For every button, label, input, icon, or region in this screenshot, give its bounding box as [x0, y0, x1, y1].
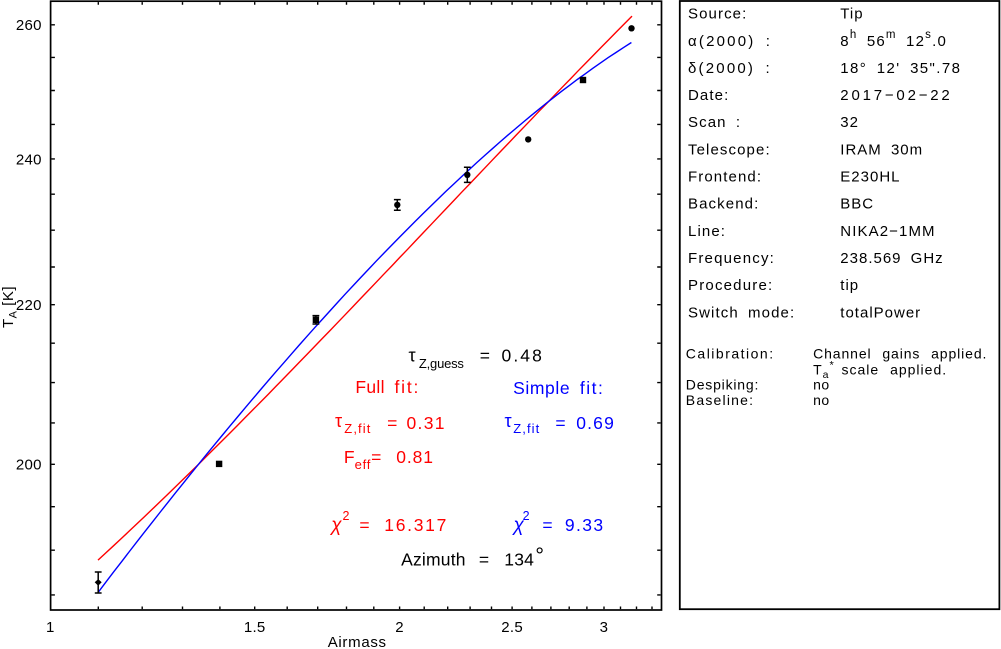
svg-text:totalPower: totalPower	[840, 304, 921, 321]
svg-text:χ: χ	[512, 515, 525, 536]
svg-text:Switch mode:: Switch mode:	[688, 304, 795, 321]
svg-text:no: no	[813, 377, 830, 393]
svg-text:2017−02−22: 2017−02−22	[840, 87, 952, 104]
svg-text:Z,fit: Z,fit	[344, 421, 371, 436]
svg-text:=: =	[480, 346, 490, 366]
svg-text:Despiking:: Despiking:	[686, 377, 759, 393]
svg-text:Procedure:: Procedure:	[688, 277, 773, 294]
svg-text:2: 2	[395, 619, 404, 636]
svg-text:Calibration:: Calibration:	[686, 345, 775, 361]
svg-text:9.33: 9.33	[565, 515, 605, 535]
svg-text:220: 220	[16, 297, 42, 314]
svg-text:16.317: 16.317	[384, 515, 448, 535]
svg-text:Airmass: Airmass	[328, 634, 387, 649]
svg-text:NIKA2−1MM: NIKA2−1MM	[840, 223, 935, 240]
svg-text:134: 134	[504, 549, 534, 569]
svg-text:Date:: Date:	[688, 87, 729, 104]
svg-text:Z,fit: Z,fit	[513, 421, 540, 436]
svg-text:eff: eff	[355, 457, 372, 472]
svg-text:260: 260	[16, 17, 42, 34]
svg-text:Azimuth: Azimuth	[401, 549, 466, 569]
svg-text:Simple: Simple	[513, 378, 570, 398]
svg-text:α(2000) :: α(2000) :	[688, 33, 772, 50]
svg-text:=: =	[555, 413, 565, 433]
svg-text:1.5: 1.5	[244, 619, 266, 636]
svg-text:2: 2	[523, 509, 530, 523]
svg-text:τ: τ	[335, 411, 342, 431]
svg-text:Telescope:: Telescope:	[688, 141, 771, 158]
svg-text:Frequency:: Frequency:	[688, 250, 775, 267]
svg-text:Scan :: Scan :	[688, 114, 741, 131]
svg-text:Channel gains applied.: Channel gains applied.	[813, 345, 987, 361]
svg-text:TA [K]: TA [K]	[0, 286, 19, 328]
svg-text:238.569 GHz: 238.569 GHz	[840, 250, 943, 267]
svg-text:200: 200	[16, 457, 42, 474]
svg-text:2: 2	[343, 509, 350, 523]
svg-text:δ(2000) :: δ(2000) :	[688, 60, 772, 77]
svg-text:tip: tip	[840, 277, 859, 294]
svg-text:0.48: 0.48	[502, 346, 544, 366]
svg-text:Z,guess: Z,guess	[419, 356, 465, 371]
svg-text:no: no	[813, 392, 830, 408]
svg-text:3: 3	[600, 619, 609, 636]
svg-text:0.31: 0.31	[407, 413, 446, 433]
svg-text:τ: τ	[505, 411, 512, 431]
svg-text:=: =	[542, 515, 552, 535]
svg-text:fit:: fit:	[580, 378, 604, 398]
svg-text:fit:: fit:	[395, 377, 421, 397]
svg-text:Frontend:: Frontend:	[688, 169, 762, 186]
svg-text:E230HL: E230HL	[840, 169, 900, 186]
svg-text:Backend:: Backend:	[688, 196, 759, 213]
svg-text:Line:: Line:	[688, 223, 726, 240]
svg-text:18° 12' 35".78: 18° 12' 35".78	[840, 60, 961, 77]
svg-text:=: =	[359, 515, 369, 535]
svg-text:1: 1	[46, 619, 55, 636]
svg-text:0.81: 0.81	[396, 447, 434, 467]
svg-text:F: F	[344, 447, 355, 467]
svg-text:=: =	[371, 447, 381, 467]
svg-text:Ta*scale applied.: Ta* scale applied.	[813, 360, 947, 382]
svg-text:τ: τ	[409, 346, 416, 366]
svg-text:BBC: BBC	[840, 196, 874, 213]
svg-text:8h 56m 12s.0: 8h 56m 12s.0	[840, 29, 947, 50]
svg-text:0.69: 0.69	[576, 413, 615, 433]
svg-text:240: 240	[16, 151, 42, 168]
svg-text:32: 32	[840, 114, 859, 131]
svg-text:Full: Full	[355, 377, 384, 397]
svg-text:=: =	[387, 413, 397, 433]
svg-text:°: °	[535, 543, 544, 568]
svg-text:IRAM 30m: IRAM 30m	[840, 141, 923, 158]
svg-text:Source:: Source:	[688, 6, 747, 23]
svg-text:=: =	[479, 549, 489, 569]
svg-text:χ: χ	[329, 515, 342, 536]
svg-text:2.5: 2.5	[501, 619, 523, 636]
svg-text:Tip: Tip	[840, 6, 863, 23]
svg-text:Baseline:: Baseline:	[686, 392, 754, 408]
